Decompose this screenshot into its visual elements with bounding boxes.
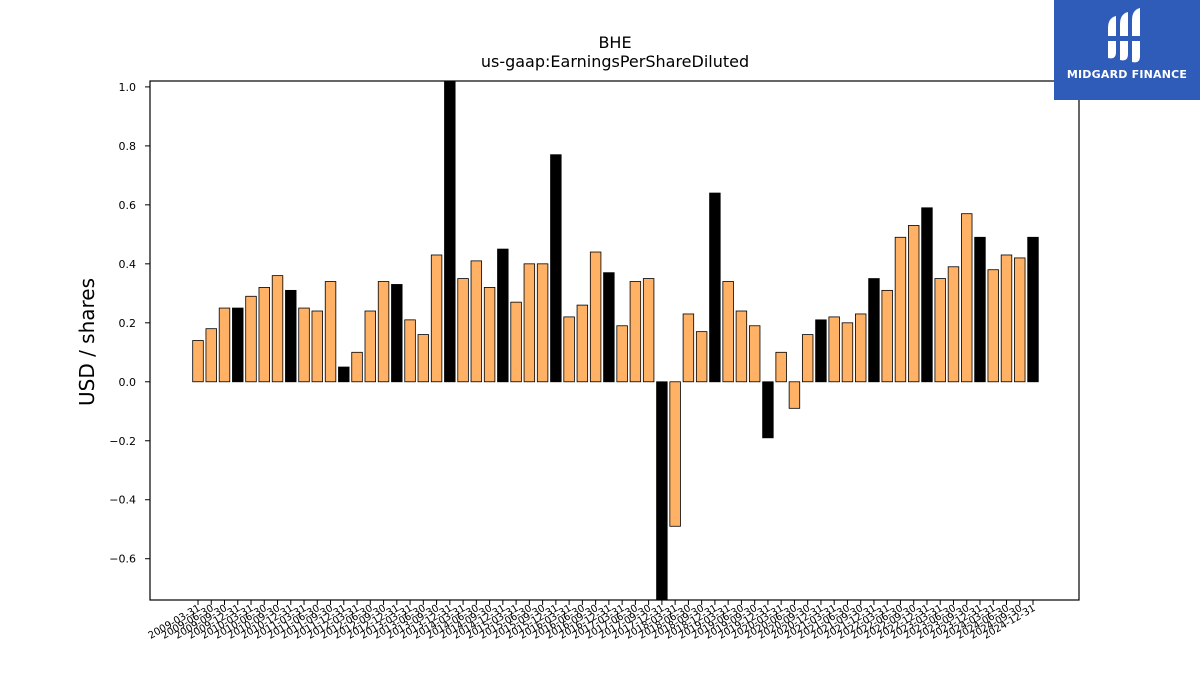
bar-2012-03-31 <box>351 351 363 383</box>
bar-2015-12-31 <box>550 154 562 383</box>
bar-2020-09-30 <box>801 334 814 383</box>
bar-2009-09-30 <box>218 307 231 383</box>
y-tick-label: 0.6 <box>119 199 137 212</box>
bar-2024-06-30 <box>1000 254 1013 383</box>
bar-2024-09-30 <box>1014 257 1026 383</box>
bar-2017-03-31 <box>616 325 628 383</box>
bar-2019-12-31 <box>762 381 774 439</box>
bar-2013-09-30 <box>430 254 443 383</box>
bar-2014-12-31 <box>497 248 509 383</box>
bar-2011-06-30 <box>311 310 323 383</box>
bar-2018-09-30 <box>695 331 708 383</box>
bar-2022-12-31 <box>921 207 933 383</box>
bar-2009-06-30 <box>205 328 217 383</box>
bar-2021-12-31 <box>868 278 880 383</box>
y-tick-label: 1.0 <box>119 81 137 94</box>
bar-2024-03-31 <box>987 269 999 383</box>
bar-2022-03-31 <box>881 289 893 383</box>
bar-2014-03-31 <box>457 278 469 383</box>
bar-2016-06-30 <box>576 304 589 383</box>
bar-2023-06-30 <box>947 266 960 383</box>
y-tick-label: 0.0 <box>119 376 137 389</box>
bar-2014-09-30 <box>483 287 496 383</box>
bar-2015-09-30 <box>536 263 549 383</box>
chart-subtitle: us-gaap:EarningsPerShareDiluted <box>481 52 749 71</box>
bar-2020-12-31 <box>815 319 827 383</box>
bar-2017-06-30 <box>629 281 642 383</box>
bar-2024-12-31 <box>1027 236 1039 383</box>
bar-2013-06-30 <box>417 334 430 383</box>
bar-2010-09-30 <box>271 275 284 383</box>
bar-2015-06-30 <box>523 263 536 383</box>
bar-2023-12-31 <box>974 236 986 383</box>
bar-2016-03-31 <box>563 316 575 383</box>
bar-2012-06-30 <box>364 310 377 383</box>
bar-2019-06-30 <box>735 310 748 383</box>
bar-2013-03-31 <box>404 319 416 383</box>
bar-2012-09-30 <box>377 281 390 383</box>
bar-2019-09-30 <box>748 325 761 383</box>
bar-2011-12-31 <box>338 366 350 383</box>
y-tick-label: 0.8 <box>119 140 137 153</box>
chart-title: BHE <box>598 33 631 52</box>
bar-2010-12-31 <box>285 289 297 383</box>
y-tick-label: 0.2 <box>119 317 137 330</box>
bar-2022-06-30 <box>894 236 907 383</box>
bar-2010-06-30 <box>258 287 270 383</box>
bar-2023-09-30 <box>961 213 973 383</box>
bar-2020-06-30 <box>788 381 801 409</box>
bar-2013-12-31 <box>444 80 456 383</box>
bar-2009-12-31 <box>232 307 244 383</box>
bar-2017-12-31 <box>656 381 668 601</box>
y-tick-label: −0.4 <box>109 494 136 507</box>
bar-2021-09-30 <box>855 313 867 383</box>
bar-2022-09-30 <box>908 225 920 383</box>
bar-2009-03-31 <box>192 340 204 383</box>
bar-2017-09-30 <box>642 278 655 383</box>
plot-frame <box>149 80 1080 601</box>
bar-2015-03-31 <box>510 301 522 383</box>
bar-2018-03-31 <box>669 381 681 527</box>
bar-2016-12-31 <box>603 272 615 383</box>
bar-2023-03-31 <box>934 278 946 383</box>
bar-2012-12-31 <box>391 284 403 383</box>
bar-2018-06-30 <box>682 313 695 383</box>
bar-2014-06-30 <box>470 260 483 383</box>
brand-name: MIDGARD FINANCE <box>1066 68 1188 81</box>
midgard-logo-icon <box>1106 8 1144 63</box>
bar-2011-03-31 <box>298 307 310 383</box>
bar-2019-03-31 <box>722 281 734 383</box>
y-tick-label: −0.2 <box>109 435 136 448</box>
y-tick-label: 0.4 <box>119 258 137 271</box>
y-axis-label: USD / shares <box>75 278 99 406</box>
bar-2011-09-30 <box>324 281 337 383</box>
bar-2018-12-31 <box>709 192 721 383</box>
bar-group <box>192 80 1039 601</box>
bar-2020-03-31 <box>775 351 787 383</box>
x-axis-ticks: 2009-03-312009-06-302009-09-302009-12-31… <box>147 600 1038 642</box>
y-tick-label: −0.6 <box>109 553 136 566</box>
bar-2021-06-30 <box>841 322 854 383</box>
bar-2021-03-31 <box>828 316 840 383</box>
bar-2010-03-31 <box>245 295 257 383</box>
bar-2016-09-30 <box>589 251 602 383</box>
brand-logo: MIDGARD FINANCE <box>1054 0 1200 100</box>
y-axis-ticks: −0.6 −0.4 −0.2 0.0 0.2 0.4 0.6 0.8 1.0 <box>109 81 150 566</box>
